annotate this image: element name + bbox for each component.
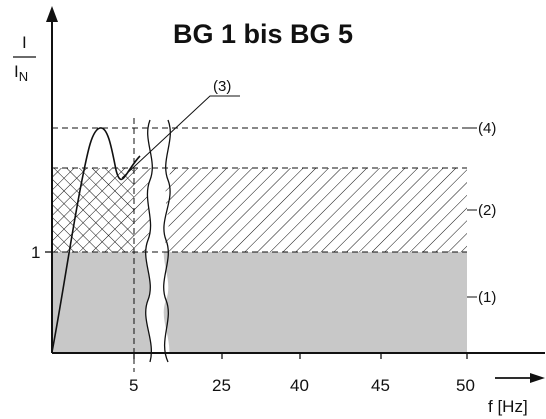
chart-title: BG 1 bis BG 5: [173, 19, 353, 49]
axis-break-right-edge: [163, 119, 171, 363]
y-label-numerator: I: [22, 33, 27, 52]
callout-3-leader: [121, 95, 240, 179]
x-tick-label-45: 45: [371, 376, 390, 395]
y-axis-arrow: [46, 6, 58, 22]
x-tick-label-5: 5: [129, 376, 138, 395]
callout-1: (1): [478, 289, 496, 306]
x-tick-label-50: 50: [456, 376, 475, 395]
region-1-continuous: [52, 252, 467, 353]
axis-break-left-edge: [145, 119, 153, 363]
x-axis-label: f [Hz]: [488, 397, 528, 416]
x-tick-label-25: 25: [212, 376, 231, 395]
callout-4: (4): [478, 120, 496, 137]
region-crosshatch: [52, 168, 134, 252]
y-label-denominator: IN: [14, 62, 28, 84]
x-tick-label-40: 40: [290, 376, 309, 395]
axis-break: [145, 120, 171, 362]
x-label-arrow-head: [530, 373, 545, 383]
callout-3: (3): [213, 78, 231, 95]
y-tick-label-1: 1: [31, 243, 40, 262]
callout-2: (2): [478, 202, 496, 219]
